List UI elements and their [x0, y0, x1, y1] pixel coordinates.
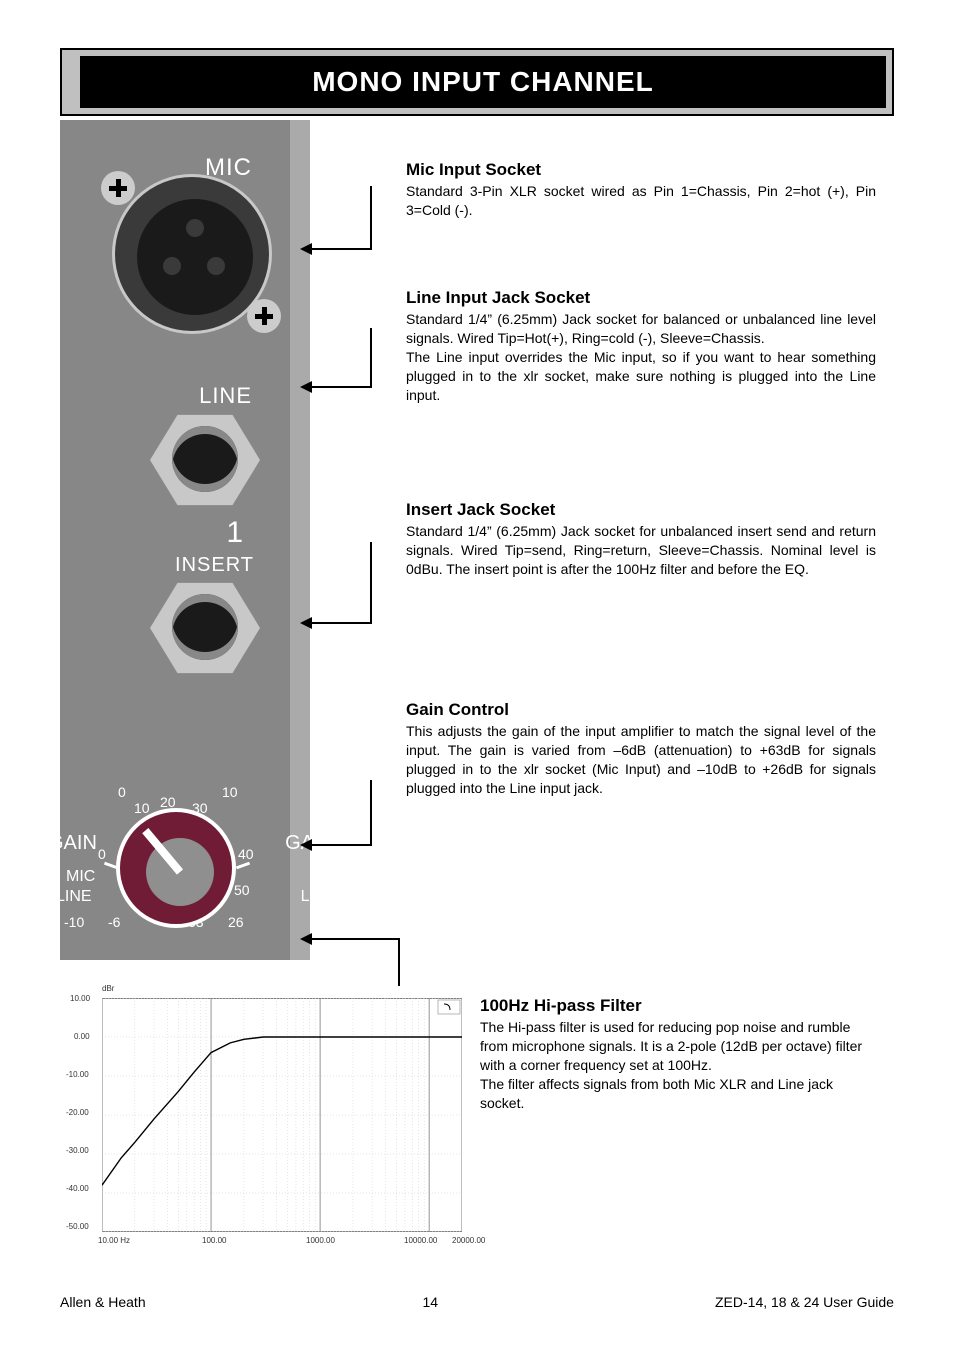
insert-jack-hole [172, 594, 238, 660]
scale-10b: 10 [222, 784, 238, 800]
gain-label: GAIN [48, 832, 97, 855]
xlr-pin-1 [163, 257, 181, 275]
xlr-pin-3 [207, 257, 225, 275]
section-body: Standard 3-Pin XLR socket wired as Pin 1… [406, 182, 876, 220]
arrow-left-icon [300, 243, 312, 255]
ytick: -40.00 [66, 1184, 89, 1193]
scale-m6: -6 [108, 914, 120, 930]
xlr-inner [137, 199, 253, 315]
line-scale-label: LINE [56, 888, 92, 906]
section-body: The Line input overrides the Mic input, … [406, 348, 876, 405]
callout-line [370, 542, 372, 622]
scale-26: 26 [228, 914, 244, 930]
xlr-lock-top-icon [101, 171, 135, 205]
section-title: Insert Jack Socket [406, 500, 876, 520]
callout-line [398, 938, 400, 986]
ytick: -30.00 [66, 1146, 89, 1155]
callout-line [310, 938, 400, 940]
xlr-lock-bot-icon [247, 299, 281, 333]
callout-line [310, 844, 372, 846]
footer-page: 14 [423, 1294, 439, 1310]
callout-line [370, 328, 372, 386]
insert-label: INSERT [175, 554, 254, 577]
channel-number: 1 [226, 516, 244, 550]
callout-line [310, 386, 372, 388]
section-body: Standard 1/4” (6.25mm) Jack socket for u… [406, 522, 876, 579]
scale-50: 50 [234, 882, 250, 898]
section-title: Line Input Jack Socket [406, 288, 876, 308]
section-body: This adjusts the gain of the input ampli… [406, 722, 876, 798]
line-label: LINE [199, 383, 252, 409]
channel-strip-diagram: MIC LINE 1 INSERT GAIN GA MIC L [60, 120, 310, 960]
xtick: 20000.00 [452, 1236, 485, 1245]
ytick: 0.00 [74, 1032, 90, 1041]
scale-10a: 10 [134, 800, 150, 816]
line-jack [150, 412, 260, 508]
page-title: MONO INPUT CHANNEL [80, 56, 886, 108]
xtick: 10000.00 [404, 1236, 437, 1245]
xtick: 1000.00 [306, 1236, 335, 1245]
mic-scale-label: MIC [66, 868, 95, 886]
section-body: The Hi-pass filter is used for reducing … [480, 1018, 876, 1075]
line-jack-hole [172, 426, 238, 492]
section-body: Standard 1/4” (6.25mm) Jack socket for b… [406, 310, 876, 348]
scale-0b: 0 [98, 846, 106, 862]
ytick: -20.00 [66, 1108, 89, 1117]
section-body: The filter affects signals from both Mic… [480, 1075, 876, 1113]
xtick: 100.00 [202, 1236, 226, 1245]
scale-m10: -10 [64, 914, 84, 930]
scale-40: 40 [238, 846, 254, 862]
callout-line [310, 622, 372, 624]
section-title: Gain Control [406, 700, 876, 720]
section-line: Line Input Jack Socket Standard 1/4” (6.… [406, 288, 876, 404]
arrow-left-icon [300, 381, 312, 393]
gain-knob[interactable] [116, 808, 236, 928]
section-title: Mic Input Socket [406, 160, 876, 180]
page-footer: Allen & Heath 14 ZED-14, 18 & 24 User Gu… [60, 1294, 894, 1310]
hpf-chart-svg [102, 998, 462, 1232]
title-banner: MONO INPUT CHANNEL [60, 48, 894, 116]
footer-left: Allen & Heath [60, 1294, 146, 1310]
ytick: -50.00 [66, 1222, 89, 1231]
section-title: 100Hz Hi-pass Filter [480, 996, 876, 1016]
section-hpf: 100Hz Hi-pass Filter The Hi-pass filter … [480, 996, 876, 1112]
page-border: MONO INPUT CHANNEL [60, 48, 894, 116]
arrow-left-icon [300, 933, 312, 945]
scale-0a: 0 [118, 784, 126, 800]
hpf-response-chart: dBr 10.00 0.00 -10.00 -20.00 -30.00 -40.… [62, 984, 462, 1254]
ytick: 10.00 [70, 994, 90, 1003]
footer-right: ZED-14, 18 & 24 User Guide [715, 1294, 894, 1310]
callout-line [370, 186, 372, 248]
xtick: 10.00 Hz [98, 1236, 130, 1245]
arrow-left-icon [300, 839, 312, 851]
y-unit: dBr [102, 984, 114, 993]
insert-jack [150, 580, 260, 676]
xlr-pin-2 [186, 219, 204, 237]
section-gain: Gain Control This adjusts the gain of th… [406, 700, 876, 798]
section-mic: Mic Input Socket Standard 3-Pin XLR sock… [406, 160, 876, 220]
line-scale-dup: LI [301, 888, 314, 906]
gain-knob-block: GAIN GA MIC LINE LI 0 10 20 30 10 0 40 5… [42, 780, 310, 960]
arrow-left-icon [300, 617, 312, 629]
tick [236, 862, 250, 870]
ytick: -10.00 [66, 1070, 89, 1079]
xlr-socket [112, 174, 272, 334]
callout-line [310, 248, 372, 250]
callout-line [370, 780, 372, 844]
section-insert: Insert Jack Socket Standard 1/4” (6.25mm… [406, 500, 876, 579]
